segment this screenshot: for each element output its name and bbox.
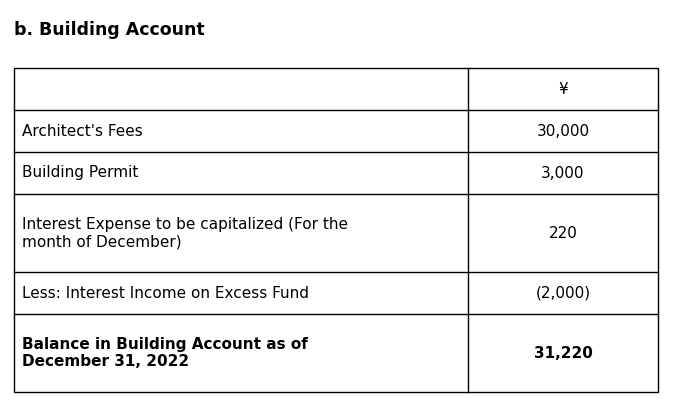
Text: (2,000): (2,000) (536, 286, 591, 301)
Text: 220: 220 (549, 226, 578, 240)
Text: 3,000: 3,000 (541, 166, 584, 180)
Text: Balance in Building Account as of
December 31, 2022: Balance in Building Account as of Decemb… (22, 337, 308, 369)
Text: ¥: ¥ (558, 82, 568, 97)
Text: Architect's Fees: Architect's Fees (22, 124, 143, 138)
Text: 30,000: 30,000 (536, 124, 589, 138)
Text: b. Building Account: b. Building Account (14, 21, 204, 39)
Text: 31,220: 31,220 (534, 346, 593, 361)
Text: Less: Interest Income on Excess Fund: Less: Interest Income on Excess Fund (22, 286, 309, 301)
Text: Interest Expense to be capitalized (For the
month of December): Interest Expense to be capitalized (For … (22, 217, 348, 249)
Text: Building Permit: Building Permit (22, 166, 139, 180)
Bar (14, 68, 658, 392)
